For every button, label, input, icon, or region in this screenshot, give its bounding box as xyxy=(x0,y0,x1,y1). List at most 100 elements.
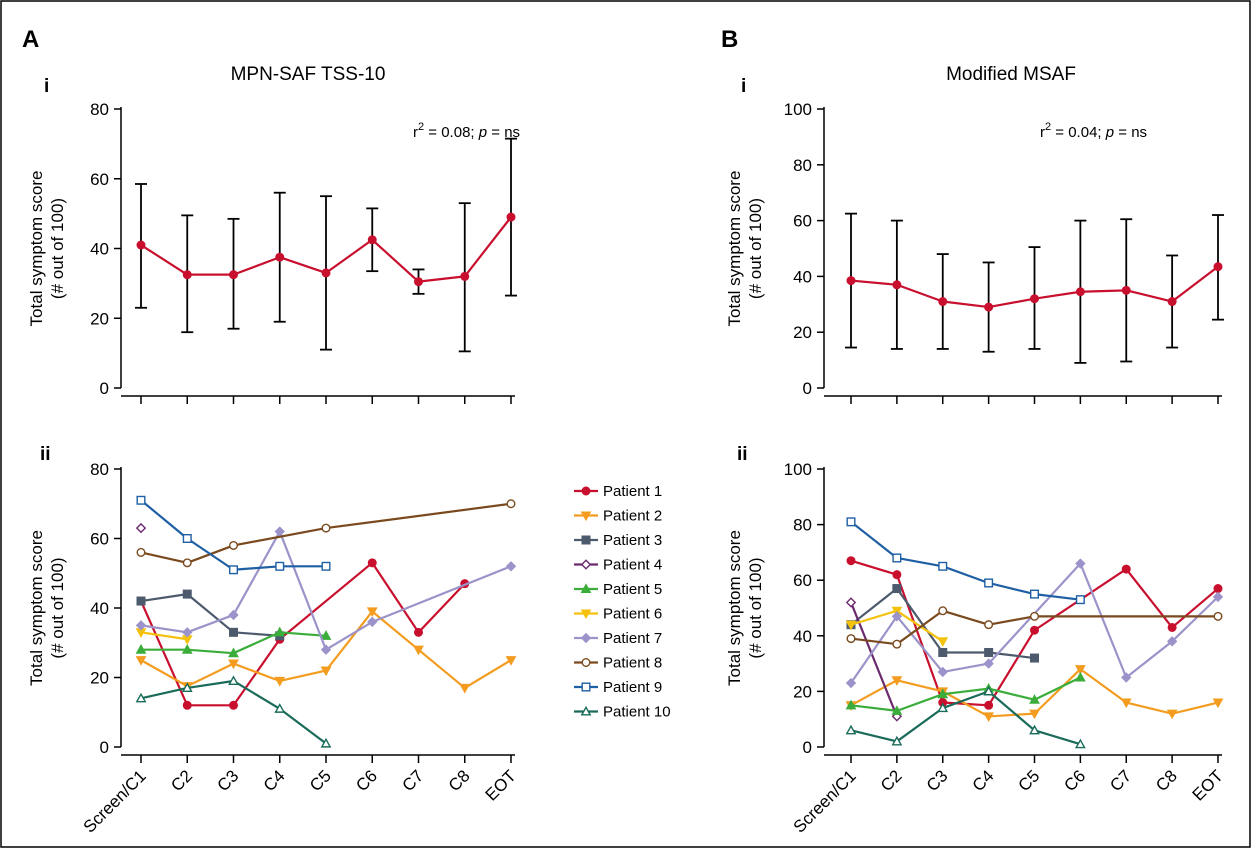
series-line xyxy=(140,592,280,637)
data-point xyxy=(136,240,146,250)
data-point xyxy=(228,565,238,575)
data-point xyxy=(1213,611,1223,621)
legend-label: Patient 7 xyxy=(603,630,662,647)
series-line xyxy=(140,679,327,745)
data-point xyxy=(135,692,147,703)
data-point xyxy=(1029,653,1039,663)
series-patient-8 xyxy=(846,606,1223,649)
data-point xyxy=(135,620,147,631)
y-axis-label: Total symptom score xyxy=(27,530,46,686)
series-patient-2 xyxy=(135,607,517,694)
data-point xyxy=(274,626,286,637)
data-point xyxy=(182,627,193,638)
x-tick-label: Screen/C1 xyxy=(80,766,150,836)
data-point xyxy=(1212,591,1224,603)
y-tick-label: 0 xyxy=(100,738,109,757)
series-patient-4 xyxy=(135,522,147,534)
y-axis-label: (# out of 100) xyxy=(48,198,67,299)
data-point xyxy=(459,683,471,694)
stat-r: r xyxy=(413,124,418,141)
subpanel-label-a-i: i xyxy=(44,76,49,97)
data-point xyxy=(506,212,516,222)
data-point xyxy=(367,558,377,568)
data-point xyxy=(1166,709,1178,720)
data-point xyxy=(228,540,238,550)
legend-label: Patient 10 xyxy=(603,704,671,721)
data-point xyxy=(228,700,238,710)
data-point xyxy=(1074,671,1086,682)
data-point xyxy=(845,699,857,710)
y-tick-label: 80 xyxy=(793,156,812,175)
legend-item: Patient 7 xyxy=(574,630,662,647)
data-point xyxy=(275,252,285,262)
data-point xyxy=(984,647,994,657)
data-point xyxy=(845,724,857,735)
data-point xyxy=(1121,285,1131,295)
y-axis-label: Total symptom score xyxy=(27,171,46,327)
chart-b-ii: 0 20 40 60 80 100 Screen/C1 C2 C3 C4 C5 C6 C7 C8 EOT To… xyxy=(725,460,1227,837)
stat-p: p xyxy=(478,124,487,141)
legend-item: Patient 2 xyxy=(574,508,662,525)
legend-label: Patient 4 xyxy=(603,557,662,574)
data-point xyxy=(320,630,332,640)
series-line xyxy=(140,502,512,564)
stat-r-superscript: 2 xyxy=(1045,121,1051,133)
y-tick-label: 40 xyxy=(90,240,109,259)
data-point xyxy=(414,277,424,287)
x-tick-label: EOT xyxy=(1189,766,1227,804)
legend-label: Patient 6 xyxy=(603,606,662,623)
data-point xyxy=(274,526,285,537)
y-tick-label: 40 xyxy=(793,627,812,646)
subpanel-label-b-i: i xyxy=(741,76,746,97)
data-point xyxy=(892,584,902,594)
legend-item: Patient 10 xyxy=(574,704,671,721)
series-patient-7 xyxy=(845,558,1224,689)
x-tick-label: C8 xyxy=(445,766,474,795)
data-point xyxy=(892,553,902,563)
series-patient-8 xyxy=(136,499,516,568)
data-point xyxy=(891,676,903,686)
data-point xyxy=(1029,709,1040,720)
y-tick-label: 40 xyxy=(793,267,812,286)
data-point xyxy=(228,675,239,686)
data-point xyxy=(182,558,192,568)
data-point xyxy=(505,656,517,666)
data-point xyxy=(460,271,470,281)
y-tick-label: 20 xyxy=(793,323,812,342)
stat-annotation: r2 = 0.04; p = ns xyxy=(1040,121,1147,141)
y-tick-label: 20 xyxy=(90,669,109,688)
subpanel-label-a-ii: ii xyxy=(40,444,51,465)
x-tick-label: C4 xyxy=(969,766,998,795)
data-point xyxy=(845,677,857,689)
stat-r: r xyxy=(1040,124,1045,141)
data-point xyxy=(321,268,331,278)
stat-r2-value: = 0.04; xyxy=(1051,124,1106,141)
data-point xyxy=(937,666,948,678)
legend-marker xyxy=(580,705,592,716)
data-point xyxy=(182,589,192,599)
series-patient-3 xyxy=(136,589,285,641)
data-point xyxy=(938,606,948,616)
data-point xyxy=(136,596,146,606)
data-point xyxy=(983,685,995,696)
data-point xyxy=(892,570,902,580)
data-point xyxy=(181,682,193,692)
data-point xyxy=(891,705,903,715)
data-point xyxy=(1075,558,1086,569)
data-point xyxy=(274,703,286,713)
data-point xyxy=(1074,665,1086,675)
data-point xyxy=(1075,595,1085,605)
data-point xyxy=(506,499,516,509)
data-point xyxy=(984,620,994,630)
y-tick-label: 80 xyxy=(793,516,812,535)
data-point xyxy=(1121,672,1132,683)
data-point xyxy=(274,676,286,687)
y-tick-label: 0 xyxy=(803,738,812,757)
data-point xyxy=(984,578,994,588)
x-tick-label: C2 xyxy=(167,766,196,795)
stat-p-value: = ns xyxy=(1114,124,1147,141)
y-axis-label: Total symptom score xyxy=(725,530,744,686)
data-point xyxy=(135,656,147,666)
